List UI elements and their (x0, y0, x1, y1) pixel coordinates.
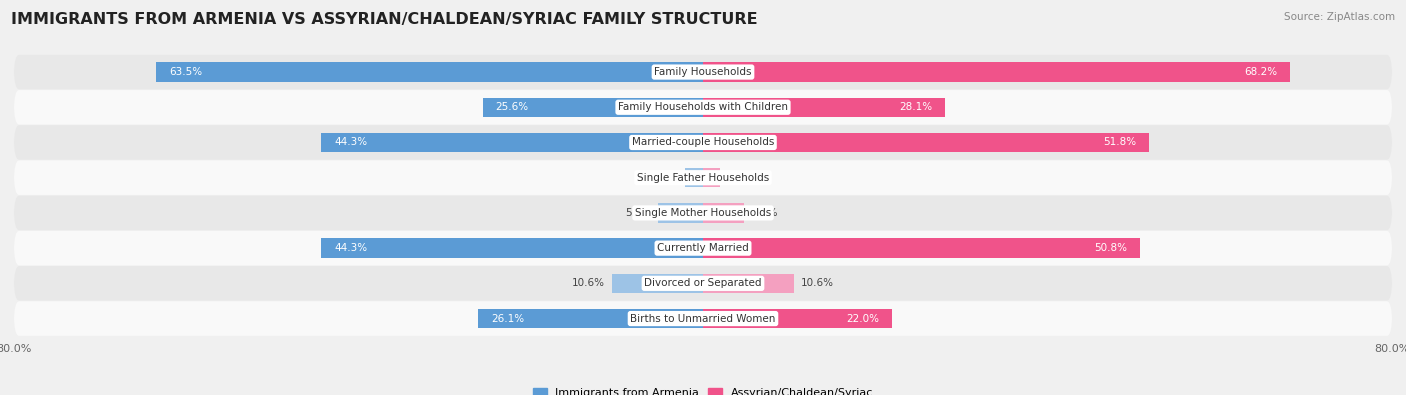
Bar (703, 98, 945, 117)
FancyBboxPatch shape (14, 301, 1392, 336)
Text: 5.2%: 5.2% (624, 208, 651, 218)
Text: Family Households: Family Households (654, 67, 752, 77)
Text: Married-couple Households: Married-couple Households (631, 137, 775, 147)
Bar (703, 203, 744, 223)
Bar (156, 62, 703, 82)
Text: Currently Married: Currently Married (657, 243, 749, 253)
Bar (703, 239, 1140, 258)
Bar (703, 133, 1149, 152)
FancyBboxPatch shape (14, 55, 1392, 89)
Text: 63.5%: 63.5% (169, 67, 202, 77)
Bar (685, 168, 703, 187)
Bar (703, 168, 720, 187)
Bar (703, 309, 893, 328)
Text: 28.1%: 28.1% (898, 102, 932, 112)
FancyBboxPatch shape (14, 266, 1392, 301)
Text: 22.0%: 22.0% (846, 314, 880, 324)
Text: 2.1%: 2.1% (651, 173, 678, 183)
Text: 44.3%: 44.3% (335, 137, 367, 147)
Text: Single Father Households: Single Father Households (637, 173, 769, 183)
FancyBboxPatch shape (14, 160, 1392, 195)
Text: Source: ZipAtlas.com: Source: ZipAtlas.com (1284, 12, 1395, 22)
FancyBboxPatch shape (14, 90, 1392, 124)
Text: 51.8%: 51.8% (1104, 137, 1136, 147)
Legend: Immigrants from Armenia, Assyrian/Chaldean/Syriac: Immigrants from Armenia, Assyrian/Chalde… (533, 388, 873, 395)
Bar (703, 274, 794, 293)
Text: Divorced or Separated: Divorced or Separated (644, 278, 762, 288)
Bar (658, 203, 703, 223)
Text: IMMIGRANTS FROM ARMENIA VS ASSYRIAN/CHALDEAN/SYRIAC FAMILY STRUCTURE: IMMIGRANTS FROM ARMENIA VS ASSYRIAN/CHAL… (11, 12, 758, 27)
Bar (612, 274, 703, 293)
Bar (482, 98, 703, 117)
FancyBboxPatch shape (14, 231, 1392, 265)
Bar (703, 62, 1291, 82)
Text: Single Mother Households: Single Mother Households (636, 208, 770, 218)
Text: 26.1%: 26.1% (491, 314, 524, 324)
Text: 44.3%: 44.3% (335, 243, 367, 253)
Text: 10.6%: 10.6% (572, 278, 605, 288)
Text: 68.2%: 68.2% (1244, 67, 1278, 77)
Text: Births to Unmarried Women: Births to Unmarried Women (630, 314, 776, 324)
Bar (322, 239, 703, 258)
Text: 25.6%: 25.6% (495, 102, 529, 112)
Text: 50.8%: 50.8% (1094, 243, 1128, 253)
FancyBboxPatch shape (14, 125, 1392, 160)
Bar (322, 133, 703, 152)
Text: 2.0%: 2.0% (727, 173, 754, 183)
Text: Family Households with Children: Family Households with Children (619, 102, 787, 112)
Bar (478, 309, 703, 328)
Text: 4.8%: 4.8% (751, 208, 778, 218)
FancyBboxPatch shape (14, 196, 1392, 230)
Text: 10.6%: 10.6% (801, 278, 834, 288)
